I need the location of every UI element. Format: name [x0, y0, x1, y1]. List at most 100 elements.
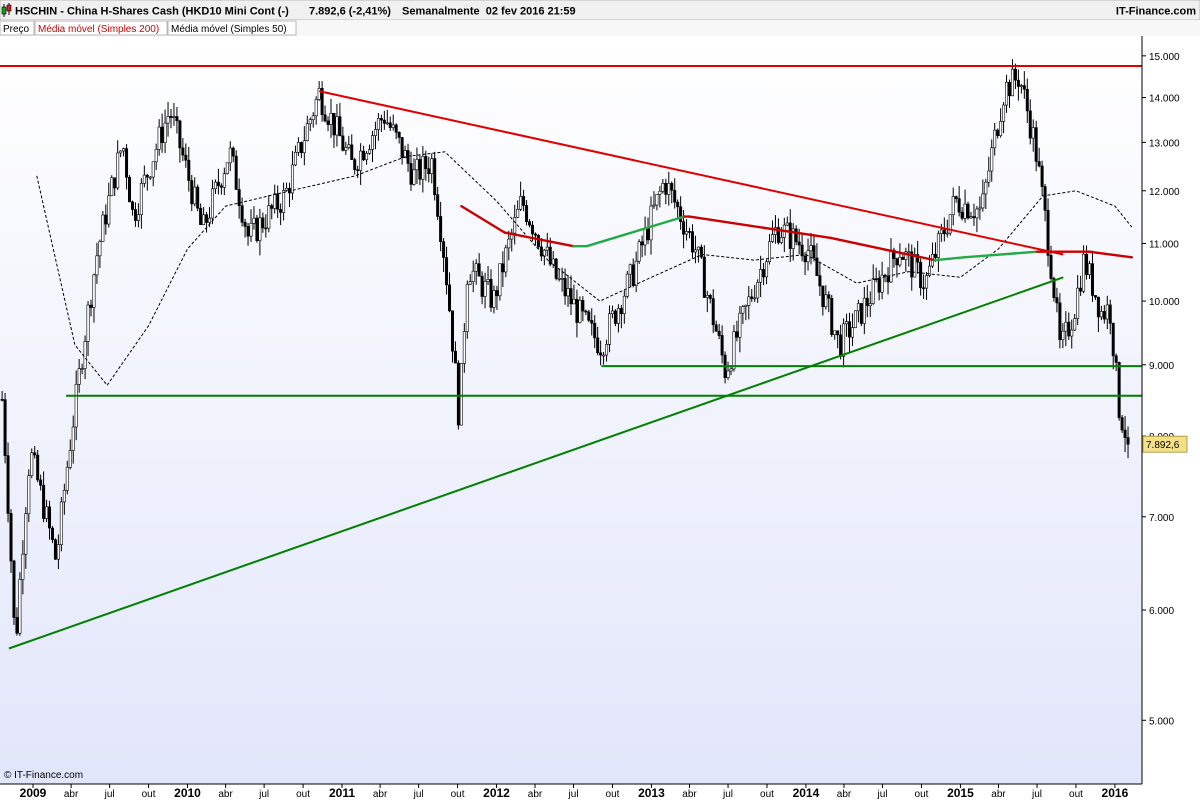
candle-body — [1064, 321, 1068, 332]
candle-body — [951, 196, 955, 215]
candle-body — [1034, 127, 1038, 162]
y-tick-label: 9.000 — [1149, 361, 1174, 372]
candle-body — [6, 455, 10, 514]
candle-body — [326, 120, 330, 125]
candle-body — [1025, 89, 1029, 112]
x-tick-label: out — [296, 789, 310, 800]
candle-body — [513, 217, 517, 234]
candle-body — [368, 149, 372, 154]
candle-body — [83, 341, 87, 369]
ma200-layer — [460, 204, 1134, 262]
y-tick-label: 14.000 — [1149, 94, 1180, 105]
candle-body — [154, 149, 158, 163]
candle-body — [794, 228, 798, 243]
candle-body — [474, 263, 478, 272]
candle-body — [270, 205, 274, 209]
candle-body — [1040, 165, 1044, 187]
x-tick-label: 2009 — [20, 786, 47, 800]
candle-body — [376, 118, 380, 130]
candle-body — [717, 330, 721, 336]
y-tick-label: 10.000 — [1149, 297, 1180, 308]
candle-body — [48, 506, 52, 529]
candle-body — [258, 217, 262, 241]
candle-body — [673, 189, 677, 203]
candle-body — [113, 177, 117, 189]
candle-body — [145, 174, 149, 178]
candle-body — [560, 278, 564, 280]
candle-body — [433, 158, 437, 196]
candle-body — [68, 450, 72, 468]
candle-body — [770, 234, 774, 243]
candle-body — [554, 258, 558, 279]
candle-body — [89, 304, 93, 308]
candle-body — [445, 257, 449, 286]
x-tick-label: 2014 — [793, 786, 820, 800]
candle-body — [187, 159, 191, 181]
candle-body — [599, 352, 603, 356]
candle-body — [661, 183, 665, 192]
candle-body — [1079, 287, 1083, 292]
copyright-label: © IT-Finance.com — [4, 770, 83, 781]
candle-body — [359, 150, 363, 171]
candle-body — [1061, 330, 1065, 340]
candle-body — [178, 120, 182, 149]
candle-body — [637, 241, 641, 262]
candle-body — [139, 183, 143, 215]
candle-body — [1093, 295, 1097, 298]
candle-body — [335, 116, 339, 136]
candle-body — [453, 350, 457, 364]
candle-body — [74, 384, 78, 428]
candle-body — [880, 274, 884, 293]
candle-body — [984, 181, 988, 195]
candle-body — [231, 147, 235, 157]
candle-body — [1046, 210, 1050, 256]
x-tick-label: out — [915, 789, 929, 800]
candle-body — [347, 144, 351, 148]
x-tick-label: jul — [104, 789, 115, 800]
candle-body — [877, 278, 881, 293]
candle-body — [850, 327, 854, 338]
candle-body — [302, 140, 306, 154]
candle-body — [282, 190, 286, 213]
candle-body — [205, 214, 209, 223]
candle-body — [732, 331, 736, 370]
candle-body — [1019, 85, 1023, 87]
candle-body — [625, 273, 629, 297]
candle-body — [344, 147, 348, 151]
legend-item: Média móvel (Simples 200) — [38, 24, 159, 35]
candle-body — [403, 150, 407, 159]
candle-body — [693, 249, 697, 253]
support-trendline — [8, 276, 1064, 650]
candle-body — [1099, 311, 1103, 318]
candle-body — [116, 152, 120, 189]
legend-item: Média móvel (Simples 50) — [171, 24, 287, 35]
candle-body — [365, 153, 369, 161]
candle-body — [157, 126, 161, 150]
candle-body — [36, 454, 40, 481]
candle-body — [892, 249, 896, 259]
candle-body — [569, 288, 573, 305]
candle-body — [142, 174, 146, 184]
candle-body — [528, 221, 532, 226]
x-tick-label: out — [760, 789, 774, 800]
candle-body — [679, 206, 683, 222]
candle-body — [264, 227, 268, 230]
candle-body — [818, 275, 822, 287]
candle-body — [738, 312, 742, 338]
legend: Preço Média móvel (Simples 200) Média móve… — [0, 20, 297, 36]
candle-body — [705, 294, 709, 298]
candle-body — [148, 176, 152, 179]
candle-body — [468, 281, 472, 285]
candle-body — [1090, 263, 1094, 296]
candle-body — [608, 313, 612, 345]
candle-body — [551, 258, 555, 265]
candle-body — [341, 135, 345, 151]
candle-body — [1022, 85, 1026, 90]
ma200-segment — [1087, 250, 1134, 259]
candle-body — [747, 296, 751, 306]
candle-body — [397, 132, 401, 138]
candle-body — [744, 305, 748, 308]
candle-body — [353, 159, 357, 170]
candle-body — [216, 181, 220, 187]
